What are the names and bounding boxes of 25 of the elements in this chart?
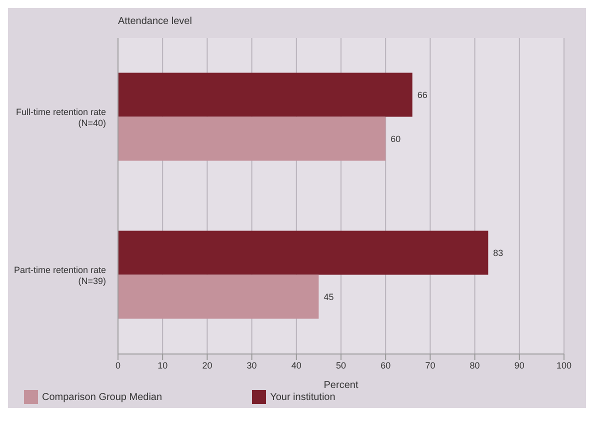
bar — [118, 230, 488, 275]
legend-label: Comparison Group Median — [42, 392, 162, 403]
y-tick-label: Part-time retention rate (N=39) — [14, 265, 106, 286]
x-tick-label: 10 — [158, 360, 168, 370]
bar — [118, 116, 386, 161]
data-label: 45 — [324, 292, 334, 302]
x-tick-label: 60 — [380, 360, 391, 370]
x-tick-label: 70 — [425, 360, 436, 370]
x-tick-label: 80 — [470, 360, 480, 370]
legend-label: Your institution — [270, 392, 336, 403]
data-label: 83 — [493, 248, 504, 258]
x-tick-label: 20 — [202, 360, 212, 370]
data-label: 60 — [390, 134, 401, 144]
x-tick-label: 100 — [556, 360, 572, 370]
data-label: 66 — [417, 90, 428, 100]
bar — [118, 72, 412, 117]
y-axis-title: Attendance level — [118, 16, 192, 27]
x-tick-label: 90 — [514, 360, 524, 370]
x-tick-label: 30 — [246, 360, 257, 370]
x-axis-title: Percent — [324, 380, 358, 391]
bar — [118, 274, 319, 319]
x-tick-label: 0 — [115, 360, 121, 370]
x-tick-label: 50 — [336, 360, 346, 370]
x-tick-label: 40 — [291, 360, 302, 370]
y-tick-label: Full-time retention rate (N=40) — [16, 107, 106, 128]
